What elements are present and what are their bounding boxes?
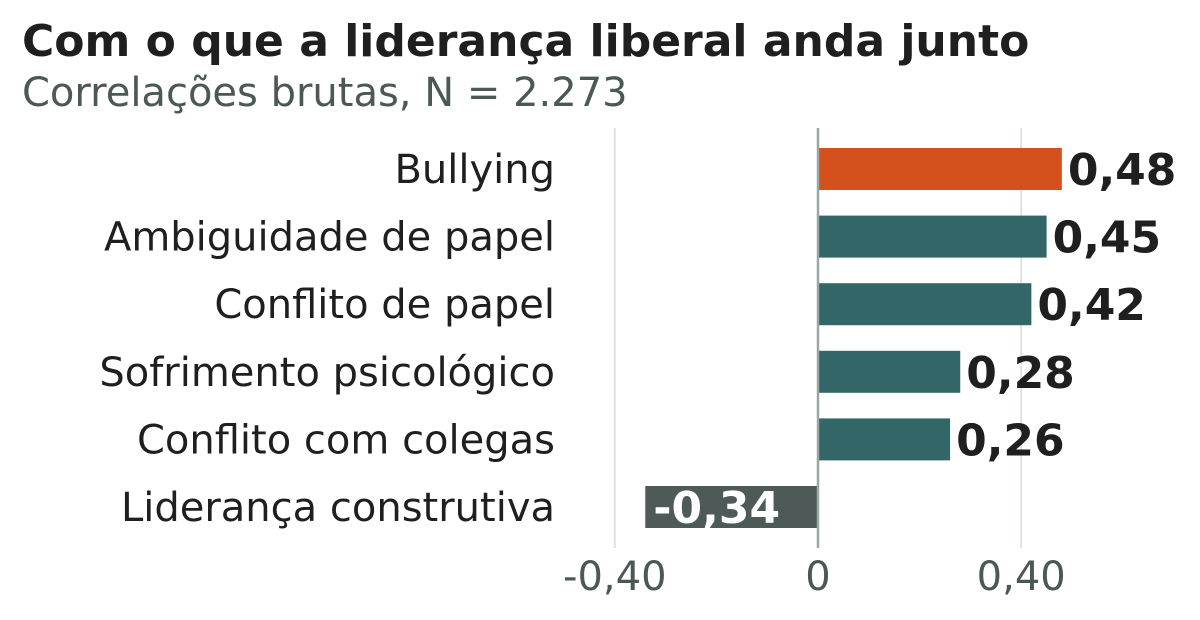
- value-label: 0,48: [1068, 145, 1177, 196]
- bar: [818, 148, 1062, 190]
- bar: [645, 486, 818, 528]
- bar: [818, 418, 951, 461]
- value-label: 0,28: [966, 348, 1075, 399]
- value-label: 0,42: [1037, 280, 1146, 331]
- bar: [818, 350, 961, 393]
- value-label: 0,45: [1053, 213, 1162, 264]
- category-label: Conflito de papel: [214, 282, 555, 328]
- bar: [818, 283, 1032, 326]
- bar: [818, 215, 1047, 258]
- category-label: Bullying: [394, 147, 555, 193]
- x-tick-label: 0,40: [977, 554, 1066, 600]
- x-tick-label: -0,40: [563, 554, 667, 600]
- value-label: 0,26: [956, 415, 1065, 466]
- chart-subtitle: Correlações brutas, N = 2.273: [22, 70, 628, 116]
- value-label: -0,34: [653, 483, 780, 534]
- category-label: Sofrimento psicológico: [99, 350, 555, 396]
- x-tick-label: 0: [805, 554, 830, 600]
- category-label: Conflito com colegas: [137, 417, 555, 463]
- category-label: Ambiguidade de papel: [104, 215, 555, 261]
- category-label: Liderança construtiva: [121, 485, 555, 531]
- chart-title: Com o que a liderança liberal anda junto: [22, 16, 1030, 67]
